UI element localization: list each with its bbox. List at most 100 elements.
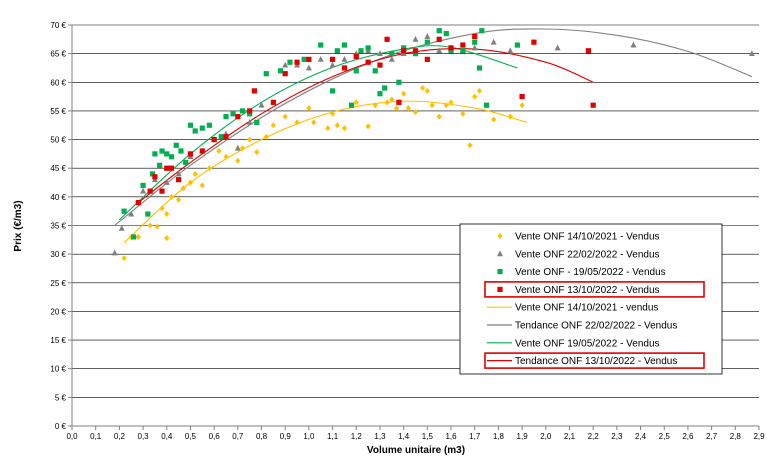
y-tick-label: 70 € xyxy=(50,21,66,30)
point-series-2 xyxy=(206,122,212,128)
point-series-1 xyxy=(436,47,443,54)
point-series-3 xyxy=(412,48,419,54)
point-series-2 xyxy=(157,162,163,168)
point-series-2 xyxy=(479,28,485,34)
trend-line-6 xyxy=(119,45,518,221)
point-series-0 xyxy=(460,110,466,117)
point-series-2 xyxy=(168,154,175,160)
point-series-3 xyxy=(401,48,407,54)
legend: Vente ONF 14/10/2021 - Vendus Vente ONF 2… xyxy=(459,223,723,375)
point-series-3 xyxy=(377,62,383,68)
point-series-3 xyxy=(235,114,241,120)
point-series-0 xyxy=(154,223,160,230)
x-tick-label: 1,3 xyxy=(374,432,386,441)
point-series-1 xyxy=(305,64,312,71)
point-series-2 xyxy=(412,51,419,57)
legend-label: Vente ONF 14/10/2021 - vendus xyxy=(515,303,658,314)
point-series-3 xyxy=(164,165,170,171)
point-series-2 xyxy=(372,68,378,74)
legend-label: Vente ONF 22/02/2022 - Vendus xyxy=(515,249,660,260)
point-series-1 xyxy=(246,118,253,125)
point-series-0 xyxy=(467,142,473,149)
point-series-0 xyxy=(192,170,198,177)
point-series-0 xyxy=(334,122,340,129)
point-series-0 xyxy=(206,165,212,172)
point-series-0 xyxy=(329,110,336,117)
legend-label: Tendance ONF 22/02/2022 - Vendus xyxy=(515,321,677,332)
x-tick-label: 2,3 xyxy=(611,432,623,441)
point-series-0 xyxy=(270,122,276,129)
point-series-0 xyxy=(476,87,483,94)
point-series-1 xyxy=(554,44,561,51)
point-series-0 xyxy=(239,145,246,152)
point-series-2 xyxy=(152,151,158,157)
point-series-2 xyxy=(448,48,454,54)
point-series-1 xyxy=(376,50,383,57)
x-tick-label: 2,9 xyxy=(753,432,765,441)
point-series-2 xyxy=(149,171,156,177)
point-series-0 xyxy=(472,93,478,100)
x-tick-label: 2,7 xyxy=(706,432,718,441)
point-series-2 xyxy=(277,68,284,74)
point-series-3 xyxy=(590,102,596,108)
point-series-2 xyxy=(365,45,371,51)
point-series-2 xyxy=(460,48,466,54)
point-series-2 xyxy=(476,65,483,71)
point-series-0 xyxy=(393,105,400,112)
point-series-3 xyxy=(531,39,537,45)
point-series-0 xyxy=(507,113,513,120)
x-tick-label: 2,8 xyxy=(730,432,742,441)
y-tick-label: 60 € xyxy=(50,78,66,87)
point-series-1 xyxy=(163,179,170,185)
point-series-1 xyxy=(329,61,336,68)
point-series-0 xyxy=(429,102,435,109)
legend-highlight-box xyxy=(484,352,705,369)
point-series-2 xyxy=(329,88,336,94)
point-series-0 xyxy=(384,99,390,106)
x-tick-label: 2,6 xyxy=(682,432,694,441)
point-series-2 xyxy=(436,28,442,34)
x-tick-label: 2,0 xyxy=(540,432,552,441)
point-series-1 xyxy=(111,249,118,256)
point-series-1 xyxy=(412,35,419,42)
x-tick-label: 1,8 xyxy=(493,432,505,441)
point-series-2 xyxy=(192,128,198,134)
point-series-2 xyxy=(514,42,520,48)
point-series-3 xyxy=(135,199,141,206)
point-series-3 xyxy=(270,99,276,105)
point-series-2 xyxy=(173,142,179,148)
point-series-3 xyxy=(147,188,153,194)
point-series-3 xyxy=(199,148,205,154)
y-tick-label: 45 € xyxy=(50,164,66,173)
point-series-0 xyxy=(176,196,182,203)
point-series-0 xyxy=(372,102,378,109)
point-series-0 xyxy=(135,233,141,240)
point-series-2 xyxy=(377,91,383,97)
point-series-2 xyxy=(358,48,364,54)
axes xyxy=(71,25,759,427)
point-series-1 xyxy=(424,33,431,39)
legend-label: Vente ONF 14/10/2021 - Vendus xyxy=(515,232,660,243)
x-tick-label: 0,1 xyxy=(90,432,102,441)
point-series-2 xyxy=(130,234,137,240)
legend-marker-symbol xyxy=(497,269,503,275)
point-series-2 xyxy=(401,45,407,51)
point-series-2 xyxy=(353,68,359,74)
y-tick-label: 65 € xyxy=(50,50,66,59)
point-series-0 xyxy=(168,193,175,200)
point-series-0 xyxy=(199,182,205,189)
point-series-2 xyxy=(483,102,490,108)
point-series-0 xyxy=(519,102,525,109)
point-series-1 xyxy=(471,44,478,51)
point-series-0 xyxy=(294,119,300,126)
x-tick-label: 0,8 xyxy=(256,432,268,441)
point-series-1 xyxy=(490,38,497,45)
point-series-2 xyxy=(178,148,184,154)
point-series-0 xyxy=(401,90,407,97)
x-tick-label: 1,1 xyxy=(327,432,339,441)
point-series-3 xyxy=(472,33,478,40)
point-series-2 xyxy=(230,111,236,117)
x-tick-label: 1,5 xyxy=(422,432,434,441)
point-series-2 xyxy=(382,85,388,91)
